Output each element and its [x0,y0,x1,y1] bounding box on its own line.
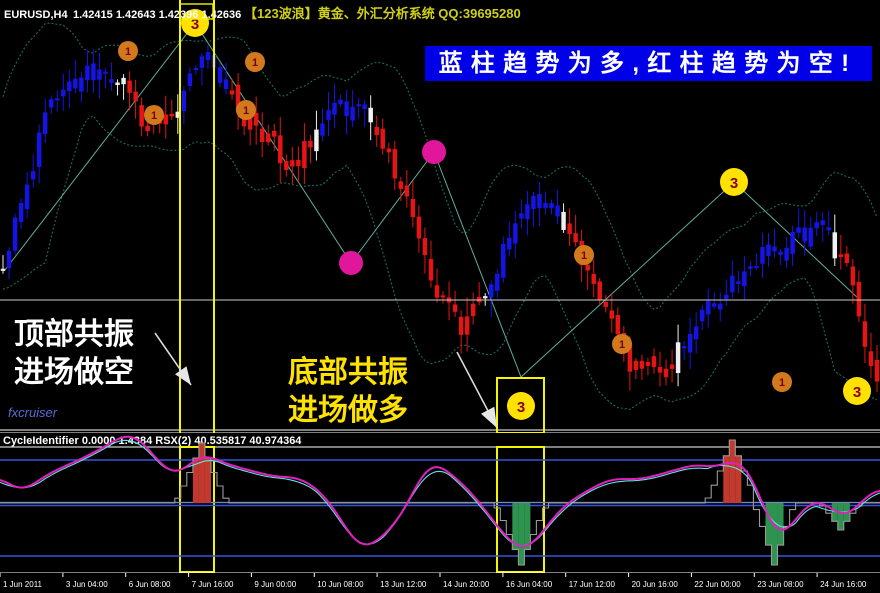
svg-text:1: 1 [581,250,587,262]
svg-text:3: 3 [517,399,525,416]
svg-text:CycleIdentifier 0.0000 1.4384: CycleIdentifier 0.0000 1.4384 RSX(2) 40.… [3,435,302,447]
svg-text:1.42415 1.42643 1.42396 1.4263: 1.42415 1.42643 1.42396 1.42636 [73,9,241,21]
svg-text:3: 3 [730,175,738,192]
svg-text:14 Jun 20:00: 14 Jun 20:00 [443,580,490,589]
svg-text:进场做空: 进场做空 [14,356,134,389]
svg-text:24 Jun 16:00: 24 Jun 16:00 [820,580,867,589]
svg-text:20 Jun 16:00: 20 Jun 16:00 [632,580,679,589]
svg-text:1 Jun 2011: 1 Jun 2011 [3,580,43,589]
svg-text:13 Jun 12:00: 13 Jun 12:00 [380,580,427,589]
svg-text:顶部共振: 顶部共振 [14,317,134,351]
svg-text:10 Jun 08:00: 10 Jun 08:00 [317,580,364,589]
svg-text:17 Jun 12:00: 17 Jun 12:00 [569,580,616,589]
svg-text:1: 1 [243,105,249,117]
svg-text:9 Jun 00:00: 9 Jun 00:00 [254,580,296,589]
svg-text:【123波浪】黄金、外汇分析系统 QQ:39695280: 【123波浪】黄金、外汇分析系统 QQ:39695280 [244,6,521,21]
svg-text:3 Jun 04:00: 3 Jun 04:00 [66,580,108,589]
svg-text:6 Jun 08:00: 6 Jun 08:00 [129,580,171,589]
svg-text:1: 1 [252,57,258,69]
svg-text:1: 1 [151,110,157,122]
svg-text:fxcruiser: fxcruiser [8,405,58,420]
svg-text:1: 1 [779,377,785,389]
svg-text:EURUSD,H4: EURUSD,H4 [4,9,68,21]
svg-text:22 Jun 00:00: 22 Jun 00:00 [694,580,741,589]
svg-text:进场做多: 进场做多 [288,394,408,427]
svg-text:16 Jun 04:00: 16 Jun 04:00 [506,580,553,589]
svg-text:7 Jun 16:00: 7 Jun 16:00 [192,580,234,589]
svg-text:1: 1 [125,46,131,58]
svg-text:底部共振: 底部共振 [288,355,408,389]
svg-text:蓝柱趋势为多,红柱趋势为空!: 蓝柱趋势为多,红柱趋势为空! [439,49,858,77]
svg-text:23 Jun 08:00: 23 Jun 08:00 [757,580,804,589]
svg-text:3: 3 [853,384,861,401]
svg-text:1: 1 [619,339,625,351]
